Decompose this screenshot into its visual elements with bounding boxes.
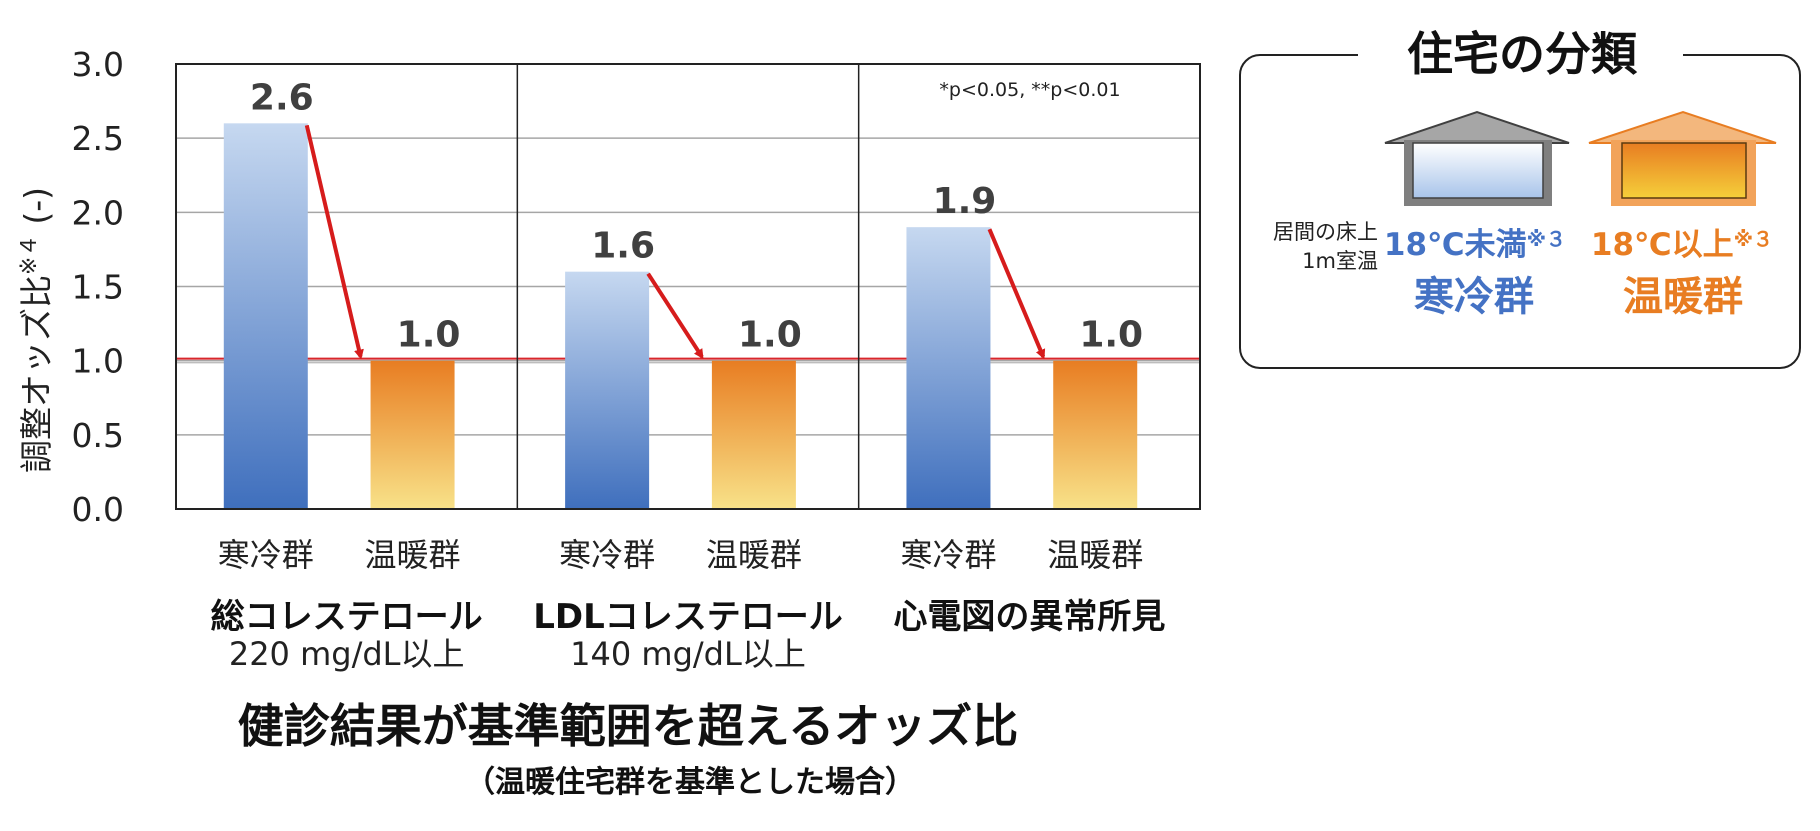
decrease-arrow bbox=[987, 228, 1046, 360]
legend-frame bbox=[1239, 54, 1801, 369]
y-tick-label: 1.5 bbox=[72, 268, 124, 307]
y-axis-label-note: ※４ bbox=[17, 235, 42, 275]
category-label: 温暖群 bbox=[365, 536, 461, 574]
bars bbox=[223, 123, 1138, 509]
warm-house-icon bbox=[1588, 110, 1777, 206]
y-tick-label: 2.5 bbox=[72, 119, 124, 158]
category-label: 温暖群 bbox=[1047, 536, 1143, 574]
legend-row-label-line1: 居間の床上 bbox=[1273, 220, 1378, 244]
group-subtitle: 220 mg/dL以上 bbox=[229, 635, 465, 673]
bar-warm bbox=[711, 360, 796, 509]
category-label: 寒冷群 bbox=[559, 536, 655, 574]
data-label: 1.6 bbox=[591, 226, 655, 267]
category-label: 温暖群 bbox=[706, 536, 802, 574]
category-label: 寒冷群 bbox=[900, 536, 996, 574]
legend-warm-note: ※３ bbox=[1734, 227, 1773, 251]
group-title: 心電図の異常所見 bbox=[893, 597, 1165, 637]
data-label: 2.6 bbox=[250, 77, 314, 118]
category-label: 寒冷群 bbox=[218, 536, 314, 574]
y-axis-label-main: 調整オッズ比 bbox=[17, 275, 56, 473]
bar-cold bbox=[223, 123, 308, 509]
y-tick-label: 3.0 bbox=[72, 45, 124, 84]
chart-subtitle: （温暖住宅群を基準とした場合） bbox=[465, 765, 915, 800]
bar-cold bbox=[906, 227, 991, 509]
y-tick-label: 0.5 bbox=[72, 416, 124, 455]
group-title: 総コレステロール bbox=[211, 597, 483, 637]
group-title: LDLコレステロール bbox=[533, 597, 843, 637]
data-label: 1.0 bbox=[397, 315, 461, 356]
plot-frame bbox=[175, 63, 1201, 510]
labels: 0.0 0.5 1.0 1.5 2.0 2.5 3.0 2.6 寒冷群 1.0 温暖群総コレステロー… bbox=[72, 45, 1166, 673]
y-axis-label: 調整オッズ比※４ (-) bbox=[17, 187, 56, 473]
legend-warm-temp: 18℃以上※３ bbox=[1591, 227, 1773, 263]
plot-area-border bbox=[175, 63, 1201, 510]
legend-cold-temp: 18℃未満※３ bbox=[1384, 227, 1566, 263]
bar-warm bbox=[1053, 360, 1138, 509]
bar-cold bbox=[565, 271, 650, 509]
arrows bbox=[304, 124, 1046, 360]
data-label: 1.0 bbox=[738, 315, 802, 356]
legend-warm-name: 温暖群 bbox=[1623, 274, 1743, 320]
group-subtitle: 140 mg/dL以上 bbox=[570, 635, 806, 673]
significance-note: *p<0.05, **p<0.01 bbox=[939, 79, 1120, 101]
y-axis-label-unit: (-) bbox=[17, 187, 56, 225]
decrease-arrow bbox=[304, 124, 364, 360]
grid-lines bbox=[176, 137, 1200, 436]
legend-title: 住宅の分類 bbox=[1407, 27, 1638, 81]
legend-cold-note: ※３ bbox=[1527, 227, 1566, 251]
y-tick-label: 1.0 bbox=[72, 342, 124, 381]
y-tick-label: 0.0 bbox=[72, 490, 124, 529]
legend-cold-name: 寒冷群 bbox=[1414, 274, 1534, 320]
cold-house-icon bbox=[1384, 110, 1570, 206]
y-tick-label: 2.0 bbox=[72, 193, 124, 232]
data-label: 1.0 bbox=[1079, 315, 1143, 356]
house-legend: 住宅の分類 居間の床上 1m室温 18℃未満※３ 寒冷群 18℃以上※３ 温暖群 bbox=[1239, 27, 1801, 369]
chart-title: 健診結果が基準範囲を超えるオッズ比 bbox=[238, 699, 1019, 753]
legend-title-backdrop bbox=[1358, 30, 1683, 85]
data-label: 1.9 bbox=[933, 181, 997, 222]
bar-warm bbox=[370, 360, 455, 509]
decrease-arrow bbox=[646, 272, 704, 360]
legend-row-label-line2: 1m室温 bbox=[1302, 249, 1378, 273]
